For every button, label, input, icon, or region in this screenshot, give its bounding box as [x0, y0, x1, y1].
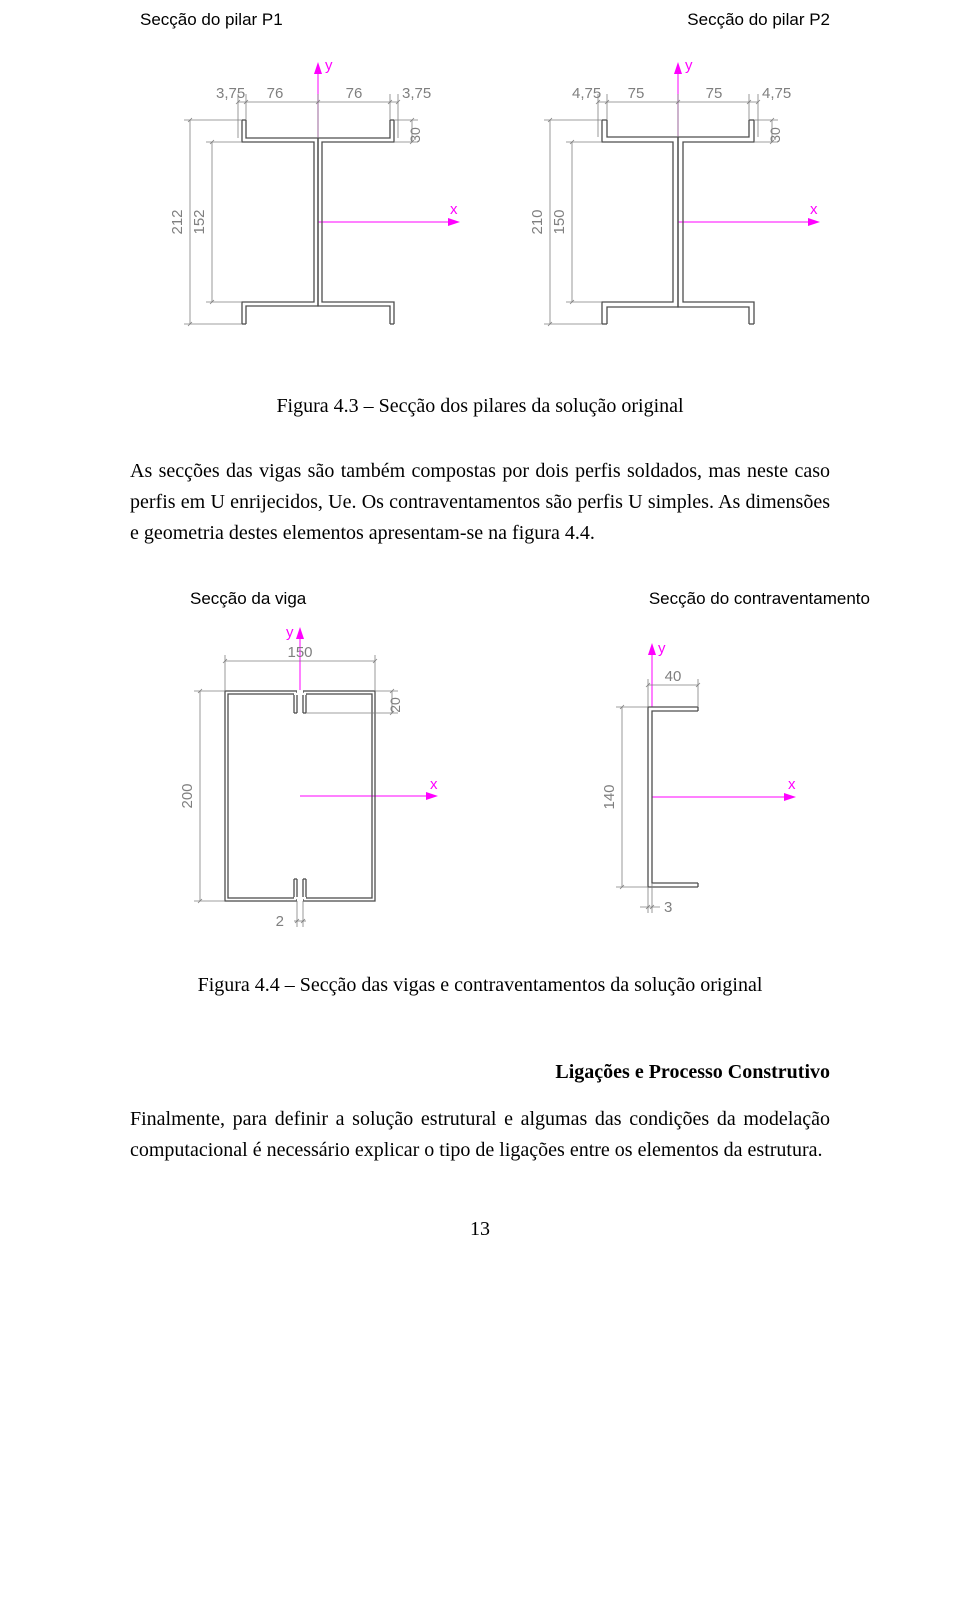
paragraph-2: Finalmente, para definir a solução estru…	[130, 1104, 830, 1166]
fig43-caption: Figura 4.3 – Secção dos pilares da soluç…	[130, 395, 830, 418]
page-number: 13	[130, 1218, 830, 1241]
dim-p2-hout: 210	[529, 209, 546, 234]
dim-cv-flg: 40	[665, 668, 682, 685]
fig44-title-viga: Secção da viga	[190, 589, 306, 609]
dim-p1-lip: 30	[407, 127, 423, 143]
dim-p1-right: 3,75	[402, 85, 431, 102]
fig43-drawings: y x	[130, 42, 830, 367]
fig44-caption: Figura 4.4 – Secção das vigas e contrave…	[130, 974, 830, 997]
axis-y-label: y	[286, 624, 294, 641]
fig43-p1: y x	[130, 42, 470, 367]
dim-p2-a: 75	[628, 85, 645, 102]
dim-cv-h: 140	[601, 784, 618, 809]
dim-p2-lip: 30	[767, 127, 783, 143]
fig44-title-cv: Secção do contraventamento	[649, 589, 870, 609]
dim-p2-b: 75	[706, 85, 723, 102]
dim-p2-hin: 150	[551, 209, 568, 234]
dim-viga-h: 200	[179, 783, 196, 808]
dim-p1-a: 76	[267, 85, 284, 102]
dim-viga-w: 150	[287, 644, 312, 661]
fig43-p2: y x	[490, 42, 830, 367]
dim-viga-lip: 20	[387, 697, 403, 713]
axis-y-label: y	[685, 57, 693, 74]
dim-p2-right: 4,75	[762, 85, 791, 102]
axis-x-label: x	[788, 776, 796, 793]
dim-p1-hin: 152	[191, 209, 208, 234]
fig43-title-p1: Secção do pilar P1	[140, 10, 283, 30]
axis-x-label: x	[810, 201, 818, 218]
fig44-drawings: y x	[130, 621, 830, 946]
axis-y-label: y	[658, 640, 666, 657]
section-heading: Ligações e Processo Construtivo	[130, 1061, 830, 1084]
paragraph-1: As secções das vigas são também composta…	[130, 456, 830, 549]
dim-viga-t: 2	[276, 913, 284, 930]
fig44-viga: y x	[130, 621, 460, 946]
dim-p1-left: 3,75	[216, 85, 245, 102]
dim-p1-b: 76	[346, 85, 363, 102]
axis-x-label: x	[450, 201, 458, 218]
dim-p1-hout: 212	[169, 209, 186, 234]
axis-y-label: y	[325, 57, 333, 74]
dim-cv-t: 3	[664, 899, 672, 916]
fig43-title-p2: Secção do pilar P2	[687, 10, 830, 30]
fig44-cv: y x	[530, 621, 830, 946]
axis-x-label: x	[430, 776, 438, 793]
dim-p2-left: 4,75	[572, 85, 601, 102]
